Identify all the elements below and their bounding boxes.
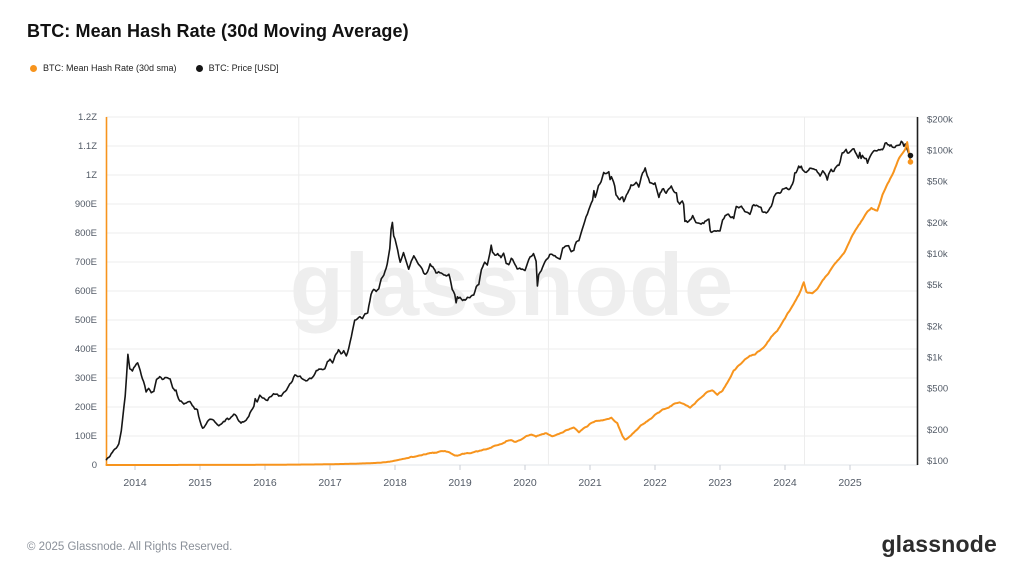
y-left-tick-label: 400E xyxy=(75,344,97,355)
legend-item-1[interactable]: BTC: Price [USD] xyxy=(195,63,279,73)
x-axis-year-label: 2021 xyxy=(578,477,602,489)
y-right-tick-label: $2k xyxy=(927,321,943,332)
y-right-tick-label: $5k xyxy=(927,280,943,291)
y-left-tick-label: 600E xyxy=(75,286,97,297)
x-axis-year-label: 2016 xyxy=(253,477,277,489)
y-left-tick-label: 1.1Z xyxy=(78,141,97,152)
copyright-text: © 2025 Glassnode. All Rights Reserved. xyxy=(27,541,233,553)
x-axis-year-label: 2025 xyxy=(838,477,862,489)
legend-item-0[interactable]: BTC: Mean Hash Rate (30d sma) xyxy=(30,63,177,73)
y-right-tick-label: $500 xyxy=(927,384,948,395)
hash-rate-endpoint-dot xyxy=(907,159,914,165)
y-right-tick-label: $50k xyxy=(927,177,948,188)
legend: BTC: Mean Hash Rate (30d sma) BTC: Price … xyxy=(30,63,279,73)
y-left-tick-label: 100E xyxy=(75,431,97,442)
y-left-tick-label: 500E xyxy=(75,315,97,326)
x-axis-year-label: 2019 xyxy=(448,477,472,489)
y-left-tick-label: 700E xyxy=(75,257,97,268)
legend-item-label: BTC: Mean Hash Rate (30d sma) xyxy=(43,63,177,73)
hash-rate-line xyxy=(105,141,912,466)
y-left-tick-label: 0 xyxy=(92,460,97,471)
x-axis-year-label: 2015 xyxy=(188,477,212,489)
x-axis-year-label: 2023 xyxy=(708,477,732,489)
glassnode-logo: glassnode xyxy=(881,531,997,557)
page-title: BTC: Mean Hash Rate (30d Moving Average) xyxy=(27,21,409,41)
legend-dot-icon xyxy=(195,64,203,72)
y-left-tick-label: 200E xyxy=(75,402,97,413)
y-left-tick-label: 1.2Z xyxy=(78,112,97,123)
y-right-tick-label: $100k xyxy=(927,146,953,157)
price-line xyxy=(105,140,912,461)
y-right-tick-label: $200 xyxy=(927,425,948,436)
y-left-tick-label: 900E xyxy=(75,199,97,210)
y-left-tick-label: 800E xyxy=(75,228,97,239)
x-axis-year-label: 2018 xyxy=(383,477,407,489)
y-right-tick-label: $200k xyxy=(927,114,953,125)
y-right-tick-label: $100 xyxy=(927,456,948,467)
x-axis-year-label: 2020 xyxy=(513,477,537,489)
y-right-tick-label: $10k xyxy=(927,249,948,260)
legend-item-label: BTC: Price [USD] xyxy=(208,63,279,73)
y-right-tick-label: $1k xyxy=(927,352,943,363)
x-axis-year-label: 2017 xyxy=(318,477,342,489)
x-axis-year-label: 2014 xyxy=(123,477,147,489)
price-endpoint-dot xyxy=(907,152,914,159)
y-right-tick-label: $20k xyxy=(927,218,948,229)
y-left-tick-label: 1Z xyxy=(86,170,97,181)
x-axis-year-label: 2022 xyxy=(643,477,667,489)
y-left-tick-label: 300E xyxy=(75,373,97,384)
legend-dot-icon xyxy=(30,64,37,72)
x-axis-year-label: 2024 xyxy=(773,477,797,489)
